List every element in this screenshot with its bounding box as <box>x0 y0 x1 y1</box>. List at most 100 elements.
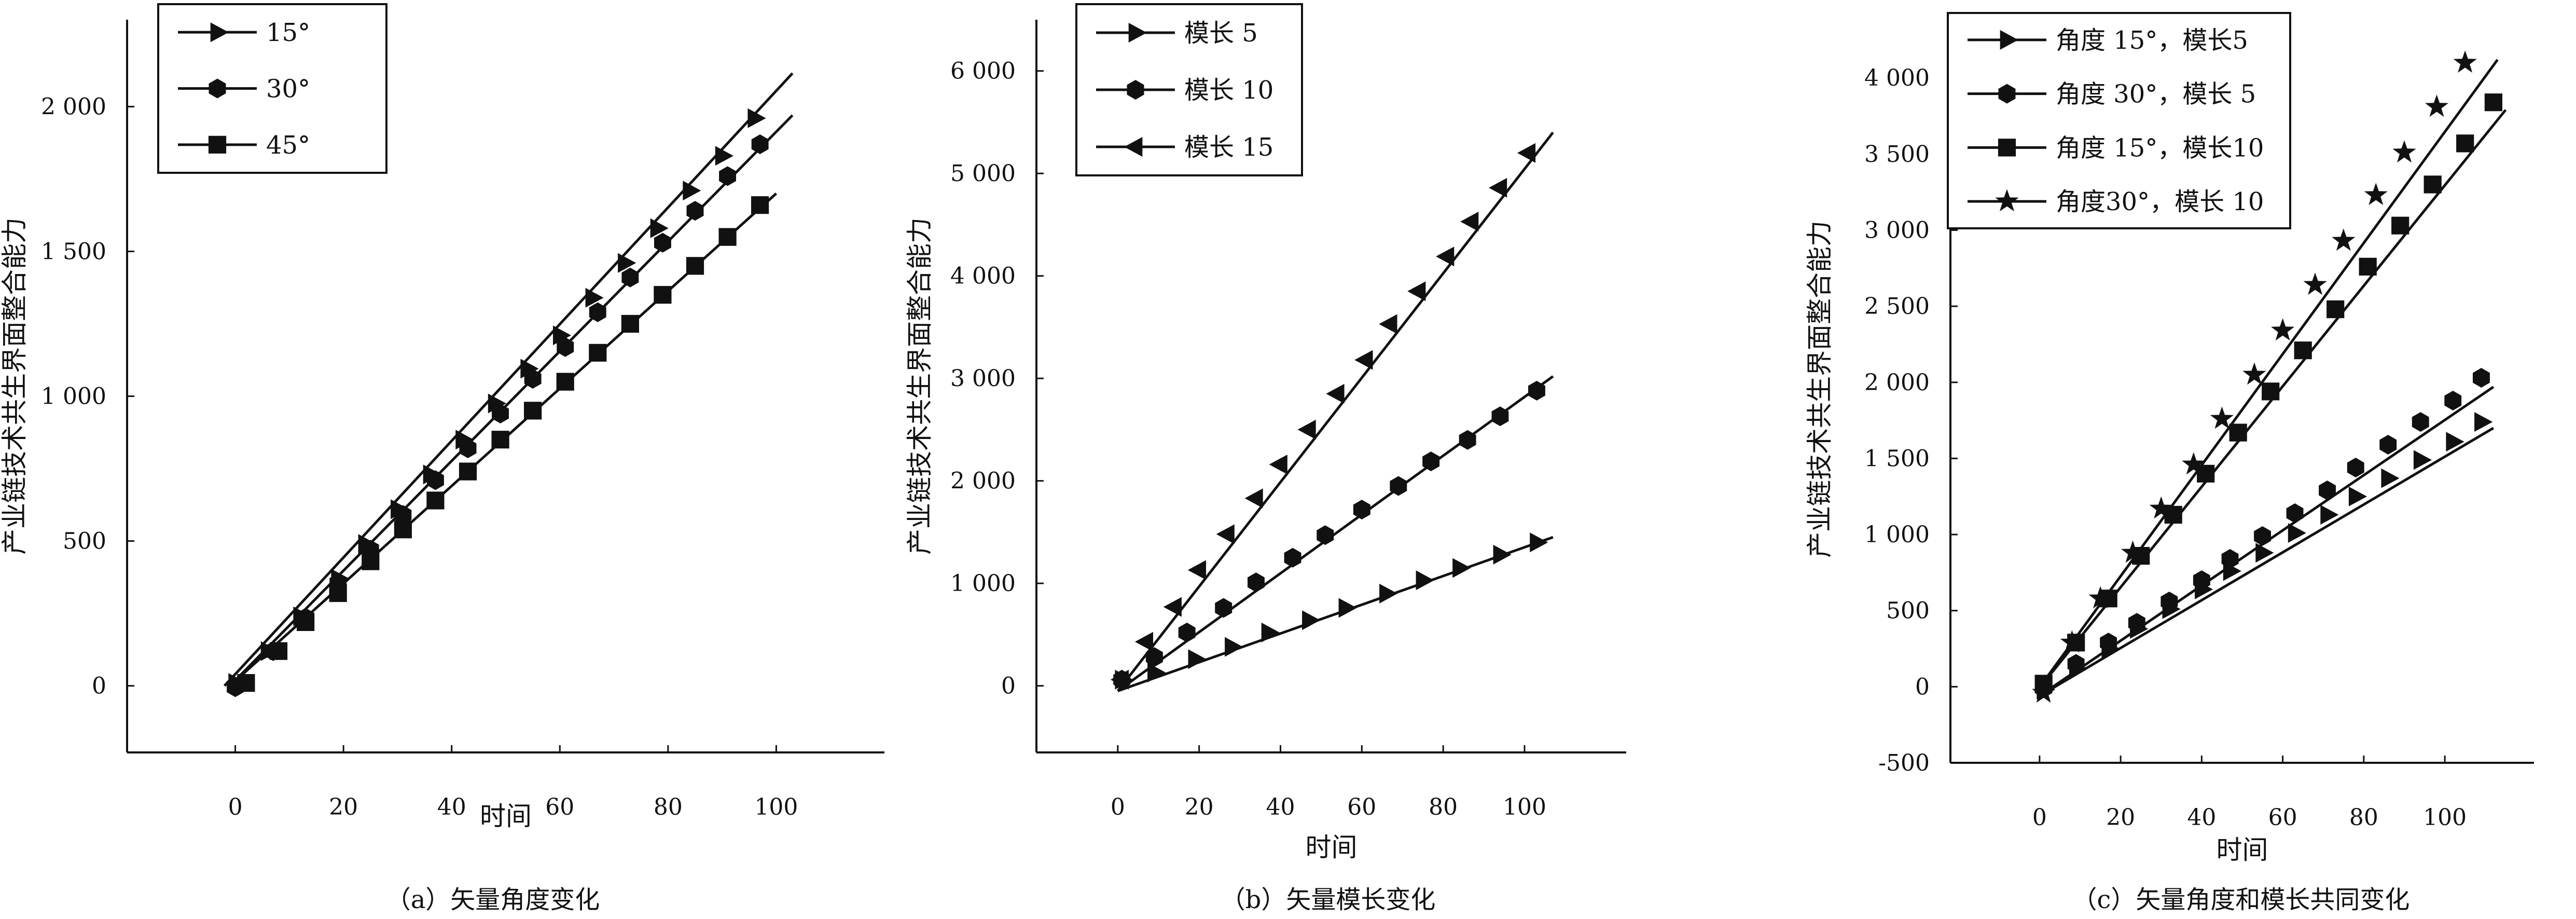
y-tick-label: 1 000 <box>41 383 106 410</box>
chart-1: 0 1 000 2 000 3 000 4 000 5 000 6 000 0 20 40 60 80… <box>905 3 1626 914</box>
y-tick-label: -500 <box>1878 750 1930 776</box>
x-tick-label: 60 <box>2268 804 2297 831</box>
series-line <box>2034 59 2499 694</box>
data-point <box>751 196 769 214</box>
series-2 <box>229 193 778 692</box>
data-point <box>683 181 701 201</box>
data-point <box>2197 464 2215 483</box>
data-point <box>362 552 380 570</box>
data-point <box>1188 649 1207 669</box>
x-tick-label: 100 <box>1503 794 1546 820</box>
data-point <box>1530 532 1548 553</box>
data-point <box>394 505 412 525</box>
data-point <box>1379 314 1397 334</box>
data-point <box>2288 523 2306 543</box>
x-tick-label: 20 <box>329 794 358 820</box>
x-tick-label: 20 <box>1185 794 1214 820</box>
legend-label: 45° <box>266 131 310 160</box>
data-point <box>2413 450 2432 470</box>
data-point <box>2484 93 2502 112</box>
data-point <box>1302 610 1321 630</box>
y-tick-label: 2 000 <box>1864 369 1930 396</box>
legend-marker <box>1995 189 2019 212</box>
data-point <box>1460 212 1479 231</box>
y-tick-label: 500 <box>1886 598 1930 624</box>
data-point <box>1517 143 1536 163</box>
data-point <box>2320 505 2339 525</box>
x-tick-label: 40 <box>437 794 466 820</box>
data-point <box>2391 216 2409 235</box>
x-tick-label: 100 <box>754 794 798 820</box>
x-tick-label: 80 <box>654 794 683 820</box>
data-point <box>2271 318 2295 341</box>
data-point <box>1215 598 1232 618</box>
data-point <box>747 108 766 128</box>
data-point <box>1187 560 1206 580</box>
series-line <box>223 72 794 687</box>
data-point <box>492 404 509 423</box>
chart-caption: （a）矢量角度变化 <box>386 885 600 914</box>
data-point <box>650 218 669 238</box>
data-point <box>2060 630 2084 653</box>
data-point <box>1407 281 1426 301</box>
y-tick-label: 1 500 <box>1864 445 1930 472</box>
data-point <box>2262 382 2280 401</box>
data-point <box>1528 380 1545 401</box>
y-tick-label: 500 <box>63 528 106 555</box>
y-tick-label: 0 <box>1001 673 1016 699</box>
x-axis-title: 时间 <box>1306 832 1358 862</box>
data-point <box>2032 680 2056 703</box>
series-0 <box>1115 532 1554 692</box>
data-point <box>618 253 636 273</box>
x-tick-label: 0 <box>2032 804 2047 831</box>
y-tick-label: 2 000 <box>950 468 1016 495</box>
legend-label: 角度 30°，模长 5 <box>2056 80 2256 109</box>
data-point <box>2182 452 2206 475</box>
y-axis-title: 产业链技术共生界面整合能力 <box>1805 221 1835 558</box>
data-point <box>1284 547 1301 568</box>
data-point <box>2412 412 2429 432</box>
legend-marker <box>1127 80 1144 100</box>
series-2 <box>2034 93 2507 694</box>
legend-marker <box>2000 30 2018 50</box>
x-tick-label: 40 <box>2187 804 2216 831</box>
legend-label: 模长 15 <box>1184 133 1273 162</box>
y-tick-label: 3 000 <box>950 365 1016 392</box>
data-point <box>719 166 736 186</box>
data-point <box>2210 406 2234 429</box>
legend-marker <box>209 78 226 99</box>
data-point <box>553 325 572 346</box>
data-point <box>1163 597 1182 617</box>
data-point <box>1261 622 1280 642</box>
data-point <box>2359 257 2377 276</box>
data-point <box>2473 368 2490 388</box>
data-point <box>237 674 255 692</box>
data-point <box>2303 272 2327 295</box>
data-point <box>329 584 347 602</box>
data-point <box>589 302 606 322</box>
legend-label: 15° <box>266 18 310 47</box>
data-point <box>1269 455 1287 475</box>
data-point <box>2229 423 2247 442</box>
data-point <box>2347 458 2364 477</box>
chart-0: 0 500 1 000 1 500 2 000 0 20 40 60 80 100 时间 产业链技术共生… <box>0 3 884 914</box>
y-tick-label: 1 000 <box>950 570 1016 597</box>
y-tick-label: 6 000 <box>950 58 1016 85</box>
data-point <box>751 134 769 154</box>
data-point <box>1326 383 1345 404</box>
data-point <box>2254 526 2271 546</box>
data-point <box>1422 451 1440 472</box>
data-point <box>556 373 574 391</box>
legend-marker <box>208 135 227 154</box>
legend-label: 角度 15°，模长10 <box>2056 133 2264 162</box>
data-point <box>686 201 704 221</box>
data-point <box>2255 543 2274 563</box>
data-point <box>2453 50 2477 73</box>
legend: 15° 30° 45° <box>157 3 387 174</box>
legend-label: 角度 15°，模长5 <box>2056 26 2248 55</box>
y-tick-label: 2 000 <box>41 93 106 120</box>
data-point <box>1459 430 1476 450</box>
legend-marker <box>210 22 229 43</box>
x-tick-label: 80 <box>2349 804 2378 831</box>
y-tick-label: 4 000 <box>950 263 1016 290</box>
